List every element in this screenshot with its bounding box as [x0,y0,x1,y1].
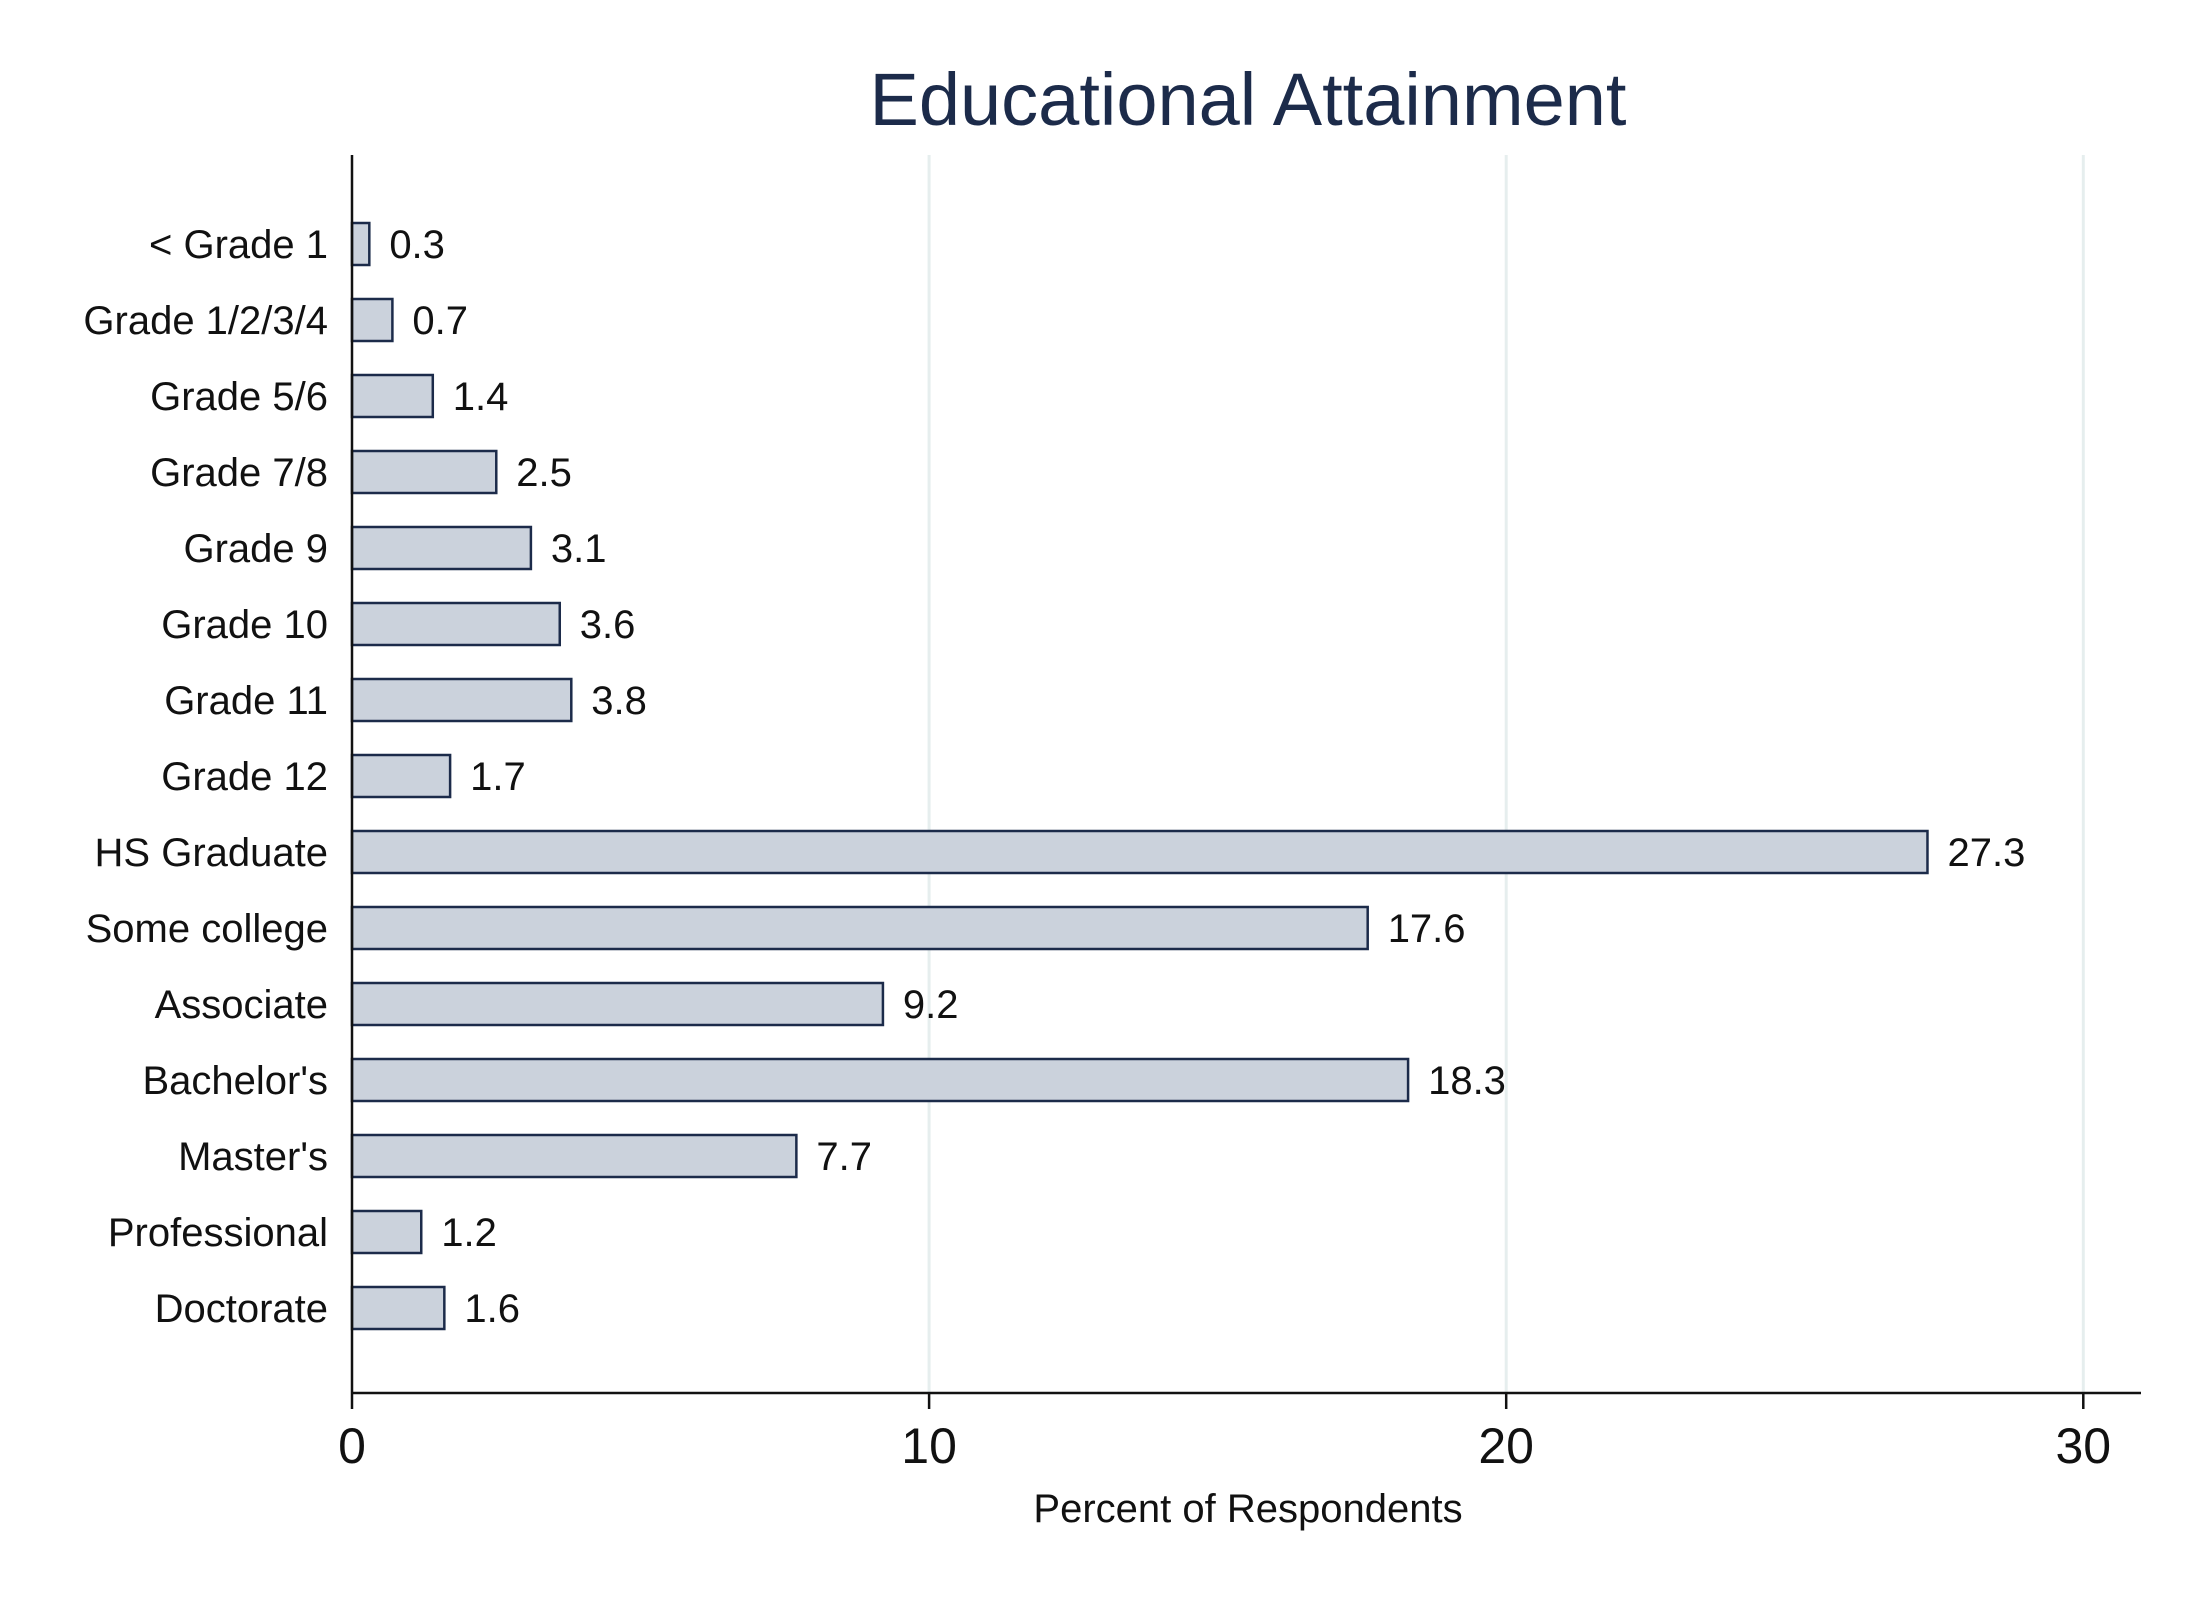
value-label-5: 3.6 [580,603,636,647]
value-label-1: 0.7 [412,299,468,343]
category-label-13: Professional [108,1211,328,1255]
bar-9 [350,905,1369,951]
category-label-8: HS Graduate [95,831,328,875]
axes [350,155,2141,1409]
grid-lines [927,155,2085,1393]
category-label-9: Some college [86,907,328,951]
value-label-10: 9.2 [903,983,959,1027]
bars [350,221,1929,1331]
value-label-11: 18.3 [1428,1059,1506,1103]
bar-3 [350,449,498,495]
value-label-6: 3.8 [591,679,647,723]
value-label-9: 17.6 [1388,907,1466,951]
bar-4 [350,525,533,571]
category-label-0: < Grade 1 [149,223,328,267]
x-tick-label-0: 0 [338,1418,366,1474]
category-label-1: Grade 1/2/3/4 [83,299,328,343]
value-label-4: 3.1 [551,527,607,571]
value-label-0: 0.3 [389,223,445,267]
bar-5 [350,601,562,647]
x-axis-title: Percent of Respondents [1033,1487,1462,1531]
bar-6 [350,677,573,723]
category-label-6: Grade 11 [164,679,328,723]
value-label-7: 1.7 [470,755,526,799]
category-label-5: Grade 10 [161,603,328,647]
bar-14 [350,1285,446,1331]
category-label-7: Grade 12 [161,755,328,799]
bar-13 [350,1209,423,1255]
x-tick-label-10: 10 [901,1418,957,1474]
bar-2 [350,373,435,419]
category-label-11: Bachelor's [142,1059,328,1103]
chart-title: Educational Attainment [870,58,1627,141]
category-label-10: Associate [155,983,328,1027]
category-label-14: Doctorate [155,1287,328,1331]
value-label-13: 1.2 [441,1211,497,1255]
value-label-2: 1.4 [453,375,509,419]
bar-10 [350,981,885,1027]
category-label-4: Grade 9 [183,527,328,571]
value-label-3: 2.5 [516,451,572,495]
value-label-12: 7.7 [816,1135,872,1179]
value-label-14: 1.6 [464,1287,520,1331]
x-tick-label-30: 30 [2055,1418,2111,1474]
bar-1 [350,297,394,343]
bar-12 [350,1133,798,1179]
category-label-2: Grade 5/6 [150,375,328,419]
bar-8 [350,829,1929,875]
labels: < Grade 1 0.3 Grade 1/2/3/4 0.7 Grade 5/6 1.4… [83,223,2111,1474]
bar-0 [350,221,371,267]
bar-11 [350,1057,1410,1103]
value-label-8: 27.3 [1947,831,2025,875]
category-label-12: Master's [178,1135,328,1179]
x-tick-label-20: 20 [1478,1418,1534,1474]
bar-7 [350,753,452,799]
category-label-3: Grade 7/8 [150,451,328,495]
